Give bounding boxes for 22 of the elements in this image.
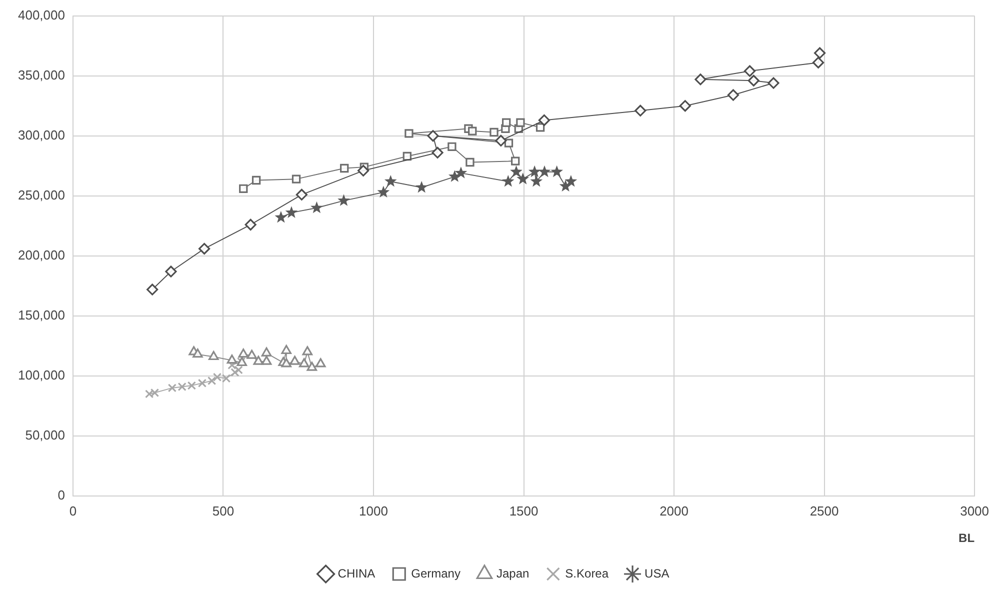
legend-label: Germany <box>411 566 460 580</box>
y-tick-label: 350,000 <box>18 67 65 82</box>
legend-label: USA <box>644 566 670 580</box>
y-tick-label: 200,000 <box>18 247 65 262</box>
y-tick-label: 0 <box>58 488 65 503</box>
y-tick-label: 100,000 <box>18 368 65 383</box>
y-tick-label: 300,000 <box>18 127 65 142</box>
y-tick-label: 250,000 <box>18 187 65 202</box>
y-tick-label: 400,000 <box>18 7 65 22</box>
y-tick-label: 150,000 <box>18 308 65 323</box>
legend-label: S.Korea <box>565 566 609 580</box>
x-tick-label: 1000 <box>359 503 388 518</box>
y-tick-label: 50,000 <box>25 428 65 443</box>
legend-label: Japan <box>496 566 530 580</box>
legend-label: CHINA <box>338 566 376 580</box>
x-tick-label: 2500 <box>810 503 839 518</box>
x-axis-title: BL <box>958 531 975 546</box>
x-tick-label: 1500 <box>509 503 538 518</box>
x-tick-label: 0 <box>69 503 77 518</box>
x-tick-label: 3000 <box>960 503 989 518</box>
x-tick-label: 500 <box>212 503 234 518</box>
x-tick-label: 2000 <box>660 503 688 518</box>
